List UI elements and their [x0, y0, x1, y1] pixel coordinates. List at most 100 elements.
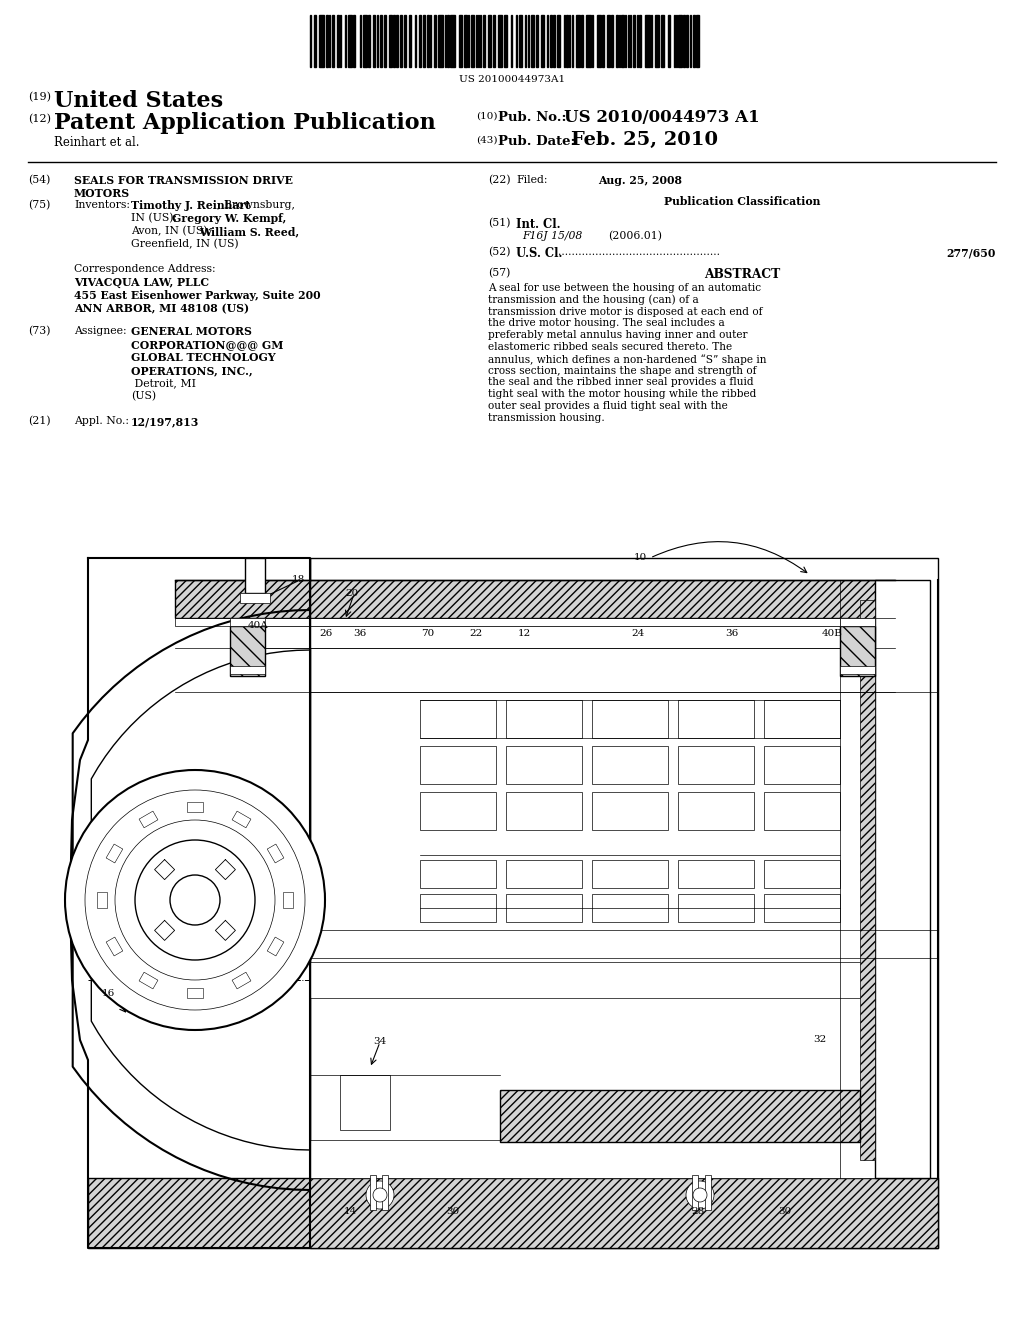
- Bar: [419, 15, 421, 67]
- Bar: [692, 1175, 698, 1210]
- Bar: [504, 15, 507, 67]
- Bar: [621, 15, 624, 67]
- Text: Assignee:: Assignee:: [74, 326, 127, 337]
- Text: Filed:: Filed:: [516, 176, 548, 185]
- Bar: [586, 15, 591, 67]
- Bar: [370, 1175, 376, 1210]
- Text: Inventors:: Inventors:: [74, 201, 130, 210]
- Bar: [678, 861, 754, 888]
- Text: elastomeric ribbed seals secured thereto. The: elastomeric ribbed seals secured thereto…: [488, 342, 732, 352]
- Bar: [592, 746, 668, 784]
- Bar: [592, 792, 668, 830]
- Text: Int. Cl.: Int. Cl.: [516, 218, 560, 231]
- Bar: [693, 15, 695, 67]
- Text: Pub. Date:: Pub. Date:: [498, 135, 575, 148]
- Bar: [384, 15, 386, 67]
- Bar: [678, 746, 754, 784]
- Text: United States: United States: [54, 90, 223, 112]
- Circle shape: [115, 820, 275, 979]
- Bar: [88, 1177, 938, 1247]
- Text: 24: 24: [632, 628, 645, 638]
- Text: (52): (52): [488, 247, 511, 257]
- Text: ANN ARBOR, MI 48108 (US): ANN ARBOR, MI 48108 (US): [74, 304, 249, 314]
- Circle shape: [693, 1188, 707, 1203]
- Text: 70: 70: [421, 628, 434, 638]
- Bar: [597, 15, 601, 67]
- Bar: [373, 15, 375, 67]
- Text: 36: 36: [353, 628, 367, 638]
- Circle shape: [65, 770, 325, 1030]
- Bar: [240, 593, 270, 603]
- Bar: [536, 15, 538, 67]
- Text: (57): (57): [488, 268, 510, 279]
- Bar: [459, 15, 462, 67]
- Bar: [607, 15, 610, 67]
- Text: Appl. No.:: Appl. No.:: [74, 416, 129, 426]
- Text: 277/650: 277/650: [946, 247, 996, 257]
- Bar: [267, 937, 284, 956]
- Text: 10: 10: [634, 553, 646, 562]
- Text: 34: 34: [374, 1038, 387, 1047]
- Text: US 20100044973A1: US 20100044973A1: [459, 75, 565, 84]
- Bar: [230, 618, 265, 626]
- Bar: [592, 700, 668, 738]
- Bar: [230, 626, 265, 676]
- Bar: [678, 700, 754, 738]
- Bar: [764, 894, 840, 921]
- Bar: [500, 1090, 860, 1142]
- Bar: [396, 15, 398, 67]
- Text: 22: 22: [469, 628, 482, 638]
- Text: annulus, which defines a non-hardened “S” shape in: annulus, which defines a non-hardened “S…: [488, 354, 767, 364]
- Bar: [97, 892, 106, 908]
- Text: 455 East Eisenhower Parkway, Suite 200: 455 East Eisenhower Parkway, Suite 200: [74, 290, 321, 301]
- Text: (54): (54): [28, 176, 50, 185]
- Text: 18: 18: [292, 576, 304, 585]
- Bar: [420, 700, 496, 738]
- Bar: [506, 700, 582, 738]
- Bar: [764, 792, 840, 830]
- Text: (75): (75): [28, 201, 50, 210]
- Text: 14: 14: [343, 1208, 356, 1217]
- Text: Avon, IN (US);: Avon, IN (US);: [131, 226, 215, 236]
- Text: A seal for use between the housing of an automatic: A seal for use between the housing of an…: [488, 282, 761, 293]
- Bar: [840, 626, 874, 676]
- Polygon shape: [155, 859, 175, 879]
- Bar: [575, 15, 580, 67]
- Text: , Brownsburg,: , Brownsburg,: [217, 201, 295, 210]
- Text: William S. Reed,: William S. Reed,: [199, 226, 299, 238]
- Polygon shape: [70, 558, 310, 1247]
- Bar: [602, 15, 604, 67]
- Bar: [840, 618, 874, 626]
- Text: 32: 32: [813, 1035, 826, 1044]
- Text: the drive motor housing. The seal includes a: the drive motor housing. The seal includ…: [488, 318, 725, 329]
- Bar: [678, 894, 754, 921]
- Bar: [592, 894, 668, 921]
- Text: MOTORS: MOTORS: [74, 187, 130, 199]
- Bar: [686, 15, 688, 67]
- Bar: [340, 1074, 390, 1130]
- Bar: [557, 15, 560, 67]
- Bar: [450, 15, 455, 67]
- Bar: [493, 15, 495, 67]
- Bar: [310, 558, 938, 1247]
- Bar: [683, 15, 685, 67]
- Text: (21): (21): [28, 416, 50, 426]
- Bar: [696, 15, 699, 67]
- Bar: [310, 962, 910, 998]
- Text: 36: 36: [725, 628, 738, 638]
- Bar: [420, 861, 496, 888]
- Text: (43): (43): [476, 136, 498, 145]
- Bar: [616, 15, 618, 67]
- Polygon shape: [215, 920, 236, 940]
- Text: U.S. Cl.: U.S. Cl.: [516, 247, 562, 260]
- Polygon shape: [215, 859, 236, 879]
- Bar: [471, 15, 474, 67]
- Text: F16J 15/08: F16J 15/08: [522, 231, 583, 242]
- Text: SEALS FOR TRANSMISSION DRIVE: SEALS FOR TRANSMISSION DRIVE: [74, 176, 293, 186]
- Bar: [506, 894, 582, 921]
- Text: 40B: 40B: [821, 628, 843, 638]
- Text: transmission drive motor is disposed at each end of: transmission drive motor is disposed at …: [488, 306, 763, 317]
- Text: Detroit, MI: Detroit, MI: [131, 378, 196, 388]
- Bar: [592, 861, 668, 888]
- Text: 26: 26: [319, 628, 333, 638]
